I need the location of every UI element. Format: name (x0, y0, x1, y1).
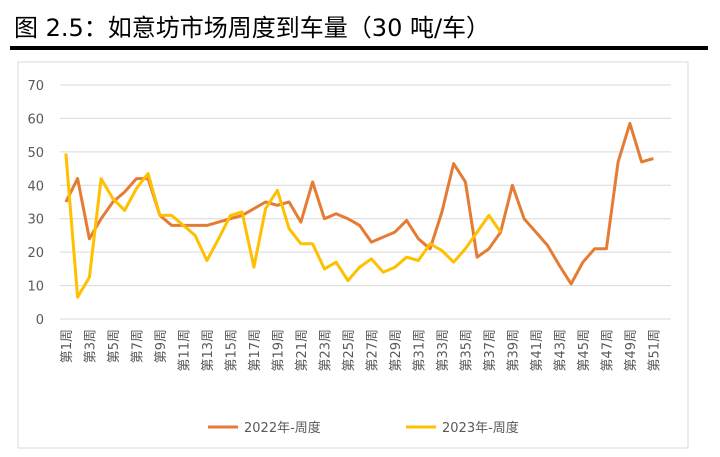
x-tick-label: 第51周 (647, 329, 662, 372)
x-tick-label: 第33周 (436, 329, 451, 372)
x-tick-label: 第31周 (412, 329, 427, 372)
y-tick-label: 70 (27, 79, 44, 94)
y-tick-label: 20 (27, 246, 44, 261)
x-tick-label: 第5周 (107, 329, 122, 363)
legend-label: 2023年-周度 (442, 420, 519, 436)
x-tick-label: 第7周 (130, 329, 145, 363)
x-tick-label: 第43周 (553, 329, 568, 372)
x-tick-label: 第47周 (600, 329, 615, 372)
x-tick-label: 第13周 (201, 329, 216, 372)
x-tick-label: 第23周 (318, 329, 333, 372)
legend-label: 2022年-周度 (244, 420, 321, 436)
y-tick-label: 30 (27, 213, 44, 228)
x-tick-label: 第39周 (506, 329, 521, 372)
y-tick-label: 50 (27, 146, 44, 161)
x-tick-label: 第41周 (530, 329, 545, 372)
y-tick-label: 40 (27, 179, 44, 194)
series-line (64, 153, 502, 299)
x-tick-label: 第19周 (271, 329, 286, 372)
y-tick-label: 0 (36, 313, 44, 328)
x-tick-label: 第27周 (365, 329, 380, 372)
y-tick-label: 60 (27, 112, 44, 127)
x-tick-label: 第21周 (295, 329, 310, 372)
plot-frame (17, 61, 689, 449)
x-tick-label: 第45周 (577, 329, 592, 372)
x-tick-label: 第9周 (154, 329, 169, 363)
series-line (64, 121, 654, 286)
x-tick-label: 第49周 (624, 329, 639, 372)
x-tick-label: 第1周 (60, 329, 75, 363)
x-tick-label: 第37周 (483, 329, 498, 372)
x-tick-label: 第35周 (459, 329, 474, 372)
x-tick-label: 第11周 (177, 329, 192, 372)
x-tick-label: 第3周 (83, 329, 98, 363)
y-tick-label: 10 (27, 280, 44, 295)
title-rule (10, 46, 708, 50)
x-tick-label: 第17周 (248, 329, 263, 372)
chart-title: 图 2.5：如意坊市场周度到车量（30 吨/车） (14, 14, 490, 42)
x-tick-label: 第25周 (342, 329, 357, 372)
x-tick-label: 第29周 (389, 329, 404, 372)
x-tick-label: 第15周 (224, 329, 239, 372)
